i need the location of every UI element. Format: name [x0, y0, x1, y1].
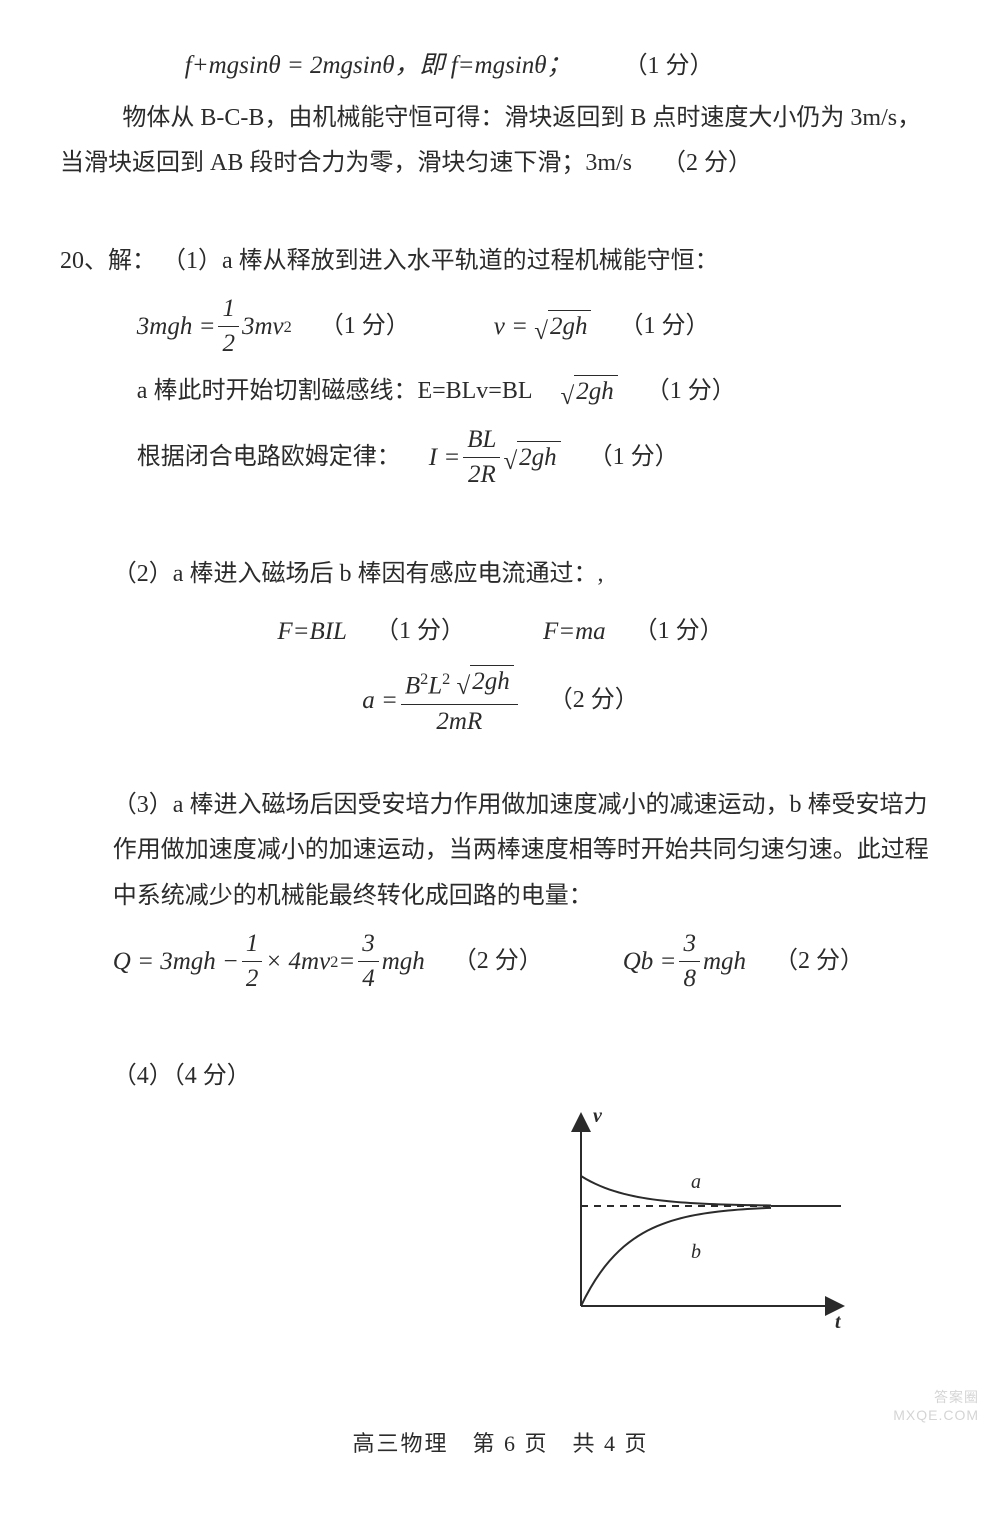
eq-text: × 4mv: [265, 938, 330, 986]
q20-1-line2-text: a 棒此时开始切割磁感线：E=BLv=BL: [137, 369, 533, 415]
svg-text:v: v: [593, 1105, 603, 1127]
eq-text: mgh: [703, 938, 746, 986]
radicand: 2gh: [470, 665, 514, 699]
score-9: （2 分）: [549, 678, 639, 724]
svg-text:a: a: [691, 1171, 701, 1193]
text-block: 物体从 B-C-B，由机械能守恒可得：滑块返回到 B 点时速度大小仍为 3m/s…: [60, 105, 921, 177]
q20-1-line3-text: 根据闭合电路欧姆定律：: [137, 435, 401, 481]
text: （3）a 棒进入磁场后因受安培力作用做加速度减小的减速运动，b 棒受安培力作用做…: [113, 792, 929, 909]
frac-BL2R: BL 2R: [463, 425, 500, 490]
frac-34: 3 4: [358, 929, 379, 994]
eq-text: v =: [494, 303, 528, 351]
q20-4-label: （4）（4 分）: [113, 1054, 941, 1100]
frac-den: 2: [218, 329, 239, 359]
eq-I: I = BL 2R √2gh: [429, 425, 561, 490]
score-6: （1 分）: [589, 435, 679, 481]
q20-1-eqrow-2: a 棒此时开始切割磁感线：E=BLv=BL √2gh （1 分）: [137, 369, 941, 415]
frac-den: 2: [242, 964, 263, 994]
score-3: （1 分）: [320, 304, 410, 350]
frac-num: 1: [218, 294, 239, 324]
q20-label: 20、解：: [60, 248, 156, 274]
eq-v: v = √2gh: [494, 303, 592, 351]
frac-num: BL: [463, 425, 500, 455]
score-11: （2 分）: [774, 939, 864, 985]
score-1: （1 分）: [624, 53, 714, 79]
q20-1-eqrow-3: 根据闭合电路欧姆定律： I = BL 2R √2gh （1 分）: [137, 425, 941, 490]
q20-2-eqrow-1: F=BIL （1 分） F=ma （1 分）: [60, 608, 941, 656]
sqrt-icon: √2gh: [503, 441, 560, 475]
eq-Qb: Qb = 3 8 mgh: [623, 929, 746, 994]
eq-text: a =: [362, 677, 398, 725]
q20-3-text: （3）a 棒进入磁场后因受安培力作用做加速度减小的减速运动，b 棒受安培力作用做…: [113, 783, 941, 920]
radicand: 2gh: [517, 441, 561, 475]
B: B: [405, 673, 420, 700]
chart-svg: v t a b: [541, 1096, 861, 1336]
score-7: （1 分）: [375, 609, 465, 655]
radicand: 2gh: [548, 310, 592, 344]
eq-EBL: √2gh: [561, 375, 618, 409]
q20-2-intro: （2）a 棒进入磁场后 b 棒因有感应电流通过：,: [113, 552, 941, 598]
frac-num: 3: [358, 929, 379, 959]
q20-1-intro: （1）a 棒从释放到进入水平轨道的过程机械能守恒：: [162, 248, 719, 274]
eq-text: Q = 3mgh −: [113, 938, 239, 986]
frac-half: 1 2: [242, 929, 263, 994]
frac-den: 4: [358, 964, 379, 994]
eq-text: 3mgh =: [137, 303, 216, 351]
frac-den: 2R: [464, 460, 500, 490]
para-1-line-1: f+mgsinθ = 2mgsinθ，即 f=mgsinθ； （1 分）: [60, 42, 941, 90]
exp: 2: [442, 670, 450, 688]
text: （2）a 棒进入磁场后 b 棒因有感应电流通过：,: [113, 561, 604, 587]
para-1-line-2: 物体从 B-C-B，由机械能守恒可得：滑块返回到 B 点时速度大小仍为 3m/s…: [60, 96, 941, 187]
frac-num: B2L2 √2gh: [401, 665, 518, 702]
q20-header: 20、解： （1）a 棒从释放到进入水平轨道的过程机械能守恒：: [60, 239, 941, 285]
svg-text:t: t: [835, 1311, 842, 1333]
score-2: （2 分）: [662, 150, 752, 176]
L: L: [428, 673, 442, 700]
radicand: 2gh: [574, 375, 618, 409]
eq-FBIL: F=BIL: [277, 608, 347, 656]
eq-3mgh: 3mgh = 1 2 3mv2: [137, 294, 292, 359]
eq-text: 3mv: [242, 303, 284, 351]
q20-2-eqrow-2: a = B2L2 √2gh 2mR （2 分）: [60, 665, 941, 737]
vt-chart: v t a b: [541, 1096, 881, 1353]
eq-friction: f+mgsinθ = 2mgsinθ，即 f=mgsinθ；: [122, 42, 571, 90]
sqrt-icon: √2gh: [534, 310, 591, 344]
frac-a: B2L2 √2gh 2mR: [401, 665, 518, 737]
q20-1-eqrow-1: 3mgh = 1 2 3mv2 （1 分） v = √2gh （1 分）: [137, 294, 941, 359]
score-8: （1 分）: [634, 609, 724, 655]
eq-Q: Q = 3mgh − 1 2 × 4mv2 = 3 4 mgh: [113, 929, 425, 994]
score-10: （2 分）: [453, 939, 543, 985]
frac-38: 3 8: [679, 929, 700, 994]
frac-den: 2mR: [432, 707, 486, 737]
page-content: f+mgsinθ = 2mgsinθ，即 f=mgsinθ； （1 分） 物体从…: [0, 0, 1001, 1484]
eq-Fma: F=ma: [543, 608, 606, 656]
frac-den: 8: [679, 964, 700, 994]
score-4: （1 分）: [619, 304, 709, 350]
frac-num: 3: [679, 929, 700, 959]
eq-text: I =: [429, 434, 460, 482]
eq-text: =: [338, 938, 355, 986]
page-footer: 高三物理 第 6 页 共 4 页: [60, 1423, 941, 1465]
eq-a: a = B2L2 √2gh 2mR: [362, 665, 521, 737]
sqrt-icon: √2gh: [561, 375, 618, 409]
frac-num: 1: [242, 929, 263, 959]
eq-text: mgh: [382, 938, 425, 986]
sqrt-icon: √2gh: [457, 665, 514, 699]
frac-half: 1 2: [218, 294, 239, 359]
text: （4）（4 分）: [113, 1063, 251, 1089]
svg-text:b: b: [691, 1241, 701, 1263]
eq-text: Qb =: [623, 938, 677, 986]
q20-3-eqrow: Q = 3mgh − 1 2 × 4mv2 = 3 4 mgh （2 分） Qb…: [113, 929, 941, 994]
score-5: （1 分）: [646, 369, 736, 415]
